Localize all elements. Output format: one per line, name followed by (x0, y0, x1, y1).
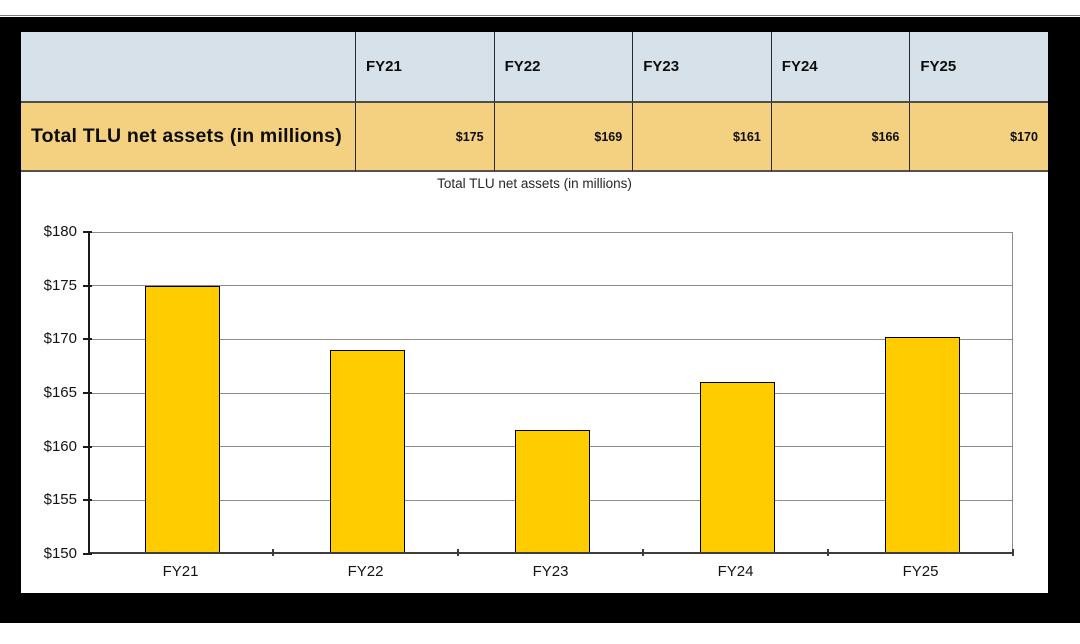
value-fy23: $161 (632, 103, 771, 172)
x-axis-tick-label: FY24 (717, 563, 754, 580)
bar-fy21 (145, 285, 220, 552)
gridline (90, 231, 1012, 233)
y-axis-tick (83, 499, 92, 502)
value-fy21: $175 (355, 103, 494, 172)
gridline (90, 338, 1012, 340)
x-axis-tick-label: FY25 (902, 563, 939, 580)
x-axis-tick (457, 549, 459, 556)
table-header-fy25: FY25 (909, 32, 1048, 103)
top-strip (0, 0, 1080, 16)
table-corner-cell (21, 32, 355, 103)
y-axis-tick-label: $150 (43, 545, 77, 562)
table-header-fy22: FY22 (493, 32, 633, 103)
assets-table: FY21 FY22 FY23 FY24 FY25 Total TLU net a… (21, 32, 1048, 172)
value-fy22: $169 (493, 103, 633, 172)
x-axis-tick-label: FY23 (532, 563, 569, 580)
y-axis-tick-label: $155 (43, 491, 77, 509)
y-axis-tick-label: $180 (43, 223, 77, 240)
value-fy24: $166 (770, 103, 910, 172)
bar-fy24 (700, 382, 775, 552)
row-label: Total TLU net assets (in millions) (21, 103, 355, 172)
y-axis-tick (83, 553, 92, 555)
y-axis-tick-label: $165 (43, 384, 77, 401)
value-fy25: $170 (909, 103, 1048, 172)
x-axis-tick-label: FY21 (162, 563, 199, 580)
table-header-fy21: FY21 (355, 32, 494, 103)
y-axis-tick-label: $175 (43, 276, 77, 294)
bar-fy22 (330, 350, 405, 552)
x-axis-tick (1012, 549, 1014, 556)
plot-area (88, 231, 1013, 554)
y-axis-tick (83, 445, 92, 448)
y-axis-tick-label: $170 (43, 330, 77, 348)
x-axis-tick-label: FY22 (347, 563, 384, 580)
table-data-row: Total TLU net assets (in millions) $175 … (21, 103, 1048, 172)
bar-fy23 (515, 429, 590, 552)
table-header-fy24: FY24 (770, 32, 910, 103)
y-axis-tick (83, 231, 92, 233)
table-header-row: FY21 FY22 FY23 FY24 FY25 (21, 32, 1048, 103)
y-axis-tick-label: $160 (43, 437, 77, 455)
table-header-fy23: FY23 (632, 32, 771, 103)
bar-chart: Total TLU net assets (in millions) $150 $… (21, 172, 1048, 593)
x-axis-tick (642, 549, 644, 556)
y-axis-tick (83, 284, 92, 287)
x-axis-tick (827, 549, 829, 556)
gridline (90, 392, 1012, 394)
y-axis-tick (83, 392, 92, 394)
x-axis-tick (272, 549, 274, 556)
bar-fy25 (885, 337, 960, 552)
chart-title: Total TLU net assets (in millions) (437, 176, 632, 191)
gridline (90, 285, 1012, 287)
y-axis-tick (83, 338, 92, 341)
